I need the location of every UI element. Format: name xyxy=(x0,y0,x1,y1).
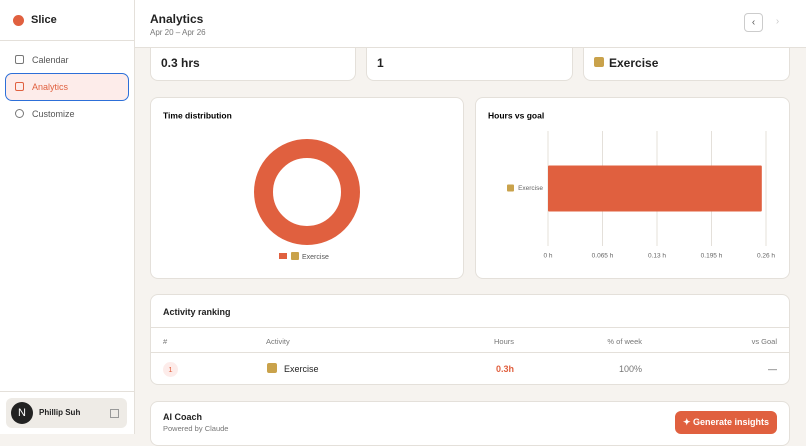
column-header: Hours xyxy=(493,337,514,346)
category-icon xyxy=(507,184,514,192)
avatar: N xyxy=(11,402,33,424)
x-tick-label: 0.13 h xyxy=(648,253,666,260)
activity-name: Exercise xyxy=(284,364,319,374)
column-header: vs Goal xyxy=(751,337,777,346)
column-header: # xyxy=(163,337,168,346)
page-title: Analytics xyxy=(150,12,204,26)
legend-icon xyxy=(291,252,299,260)
percent-cell: 100% xyxy=(618,364,642,374)
nav-item[interactable]: Analytics xyxy=(5,73,129,101)
hours-cell: 0.3h xyxy=(495,364,514,374)
x-tick-label: 0.26 h xyxy=(757,253,775,260)
chart-title: Time distribution xyxy=(163,110,232,120)
legend-label: Exercise xyxy=(302,254,329,261)
nav-label: Calendar xyxy=(32,55,69,65)
card-title: AI Coach xyxy=(163,412,203,422)
divider xyxy=(0,40,134,41)
stat-value: 0.3 hrs xyxy=(161,56,200,70)
header: Analytics Apr 20 – Apr 26 ‹ › xyxy=(135,0,806,48)
legend-swatch xyxy=(279,253,287,259)
nav-item[interactable]: Customize xyxy=(6,101,128,127)
user-name: Phillip Suh xyxy=(39,408,81,417)
column-header: Activity xyxy=(266,337,290,346)
chart-card: Hours vs goal 0 h 0.065 h 0.13 h 0.195 h 0.26… xyxy=(475,97,790,279)
x-tick-label: 0.065 h xyxy=(592,253,614,260)
app-name: Slice xyxy=(31,14,57,26)
bar-chart: Hours vs goal 0 h 0.065 h 0.13 h 0.195 h 0.26… xyxy=(488,110,775,260)
divider xyxy=(0,391,134,392)
donut-chart: Time distribution Exercise xyxy=(163,110,360,261)
x-tick-label: 0 h xyxy=(543,253,552,260)
user-box[interactable]: N Phillip Suh xyxy=(6,398,127,428)
divider xyxy=(151,327,789,328)
nav-label: Customize xyxy=(32,109,75,119)
sidebar: Slice Calendar Analytics Customize N Phi… xyxy=(0,0,135,434)
goal-cell: — xyxy=(768,364,777,374)
column-header: % of week xyxy=(607,337,642,346)
generate-button[interactable]: ✦ Generate insights xyxy=(675,411,777,434)
card-subtitle: Powered by Claude xyxy=(163,424,229,433)
ai-card: AI Coach Powered by Claude ✦ Generate in… xyxy=(150,401,790,446)
ranking-card: Activity ranking # Activity Hours % of w… xyxy=(150,294,790,385)
divider xyxy=(151,352,789,353)
activity-icon xyxy=(267,363,277,373)
donut-segment xyxy=(254,139,360,245)
y-tick-label: Exercise xyxy=(518,185,543,192)
rank-badge: 1 xyxy=(163,362,178,377)
chart-card: Time distribution Exercise xyxy=(150,97,464,279)
bar xyxy=(548,165,762,212)
next-button[interactable]: › xyxy=(775,16,780,27)
x-tick-label: 0.195 h xyxy=(701,253,723,260)
nav-label: Analytics xyxy=(32,82,69,92)
logo xyxy=(13,15,24,26)
nav-item[interactable]: Calendar xyxy=(6,47,128,73)
chart-title: Hours vs goal xyxy=(488,110,544,120)
stat-value: Exercise xyxy=(609,56,659,70)
activity-icon xyxy=(594,57,604,67)
stat-value: 1 xyxy=(377,56,384,70)
logout-icon[interactable] xyxy=(110,409,119,418)
prev-button[interactable]: ‹ xyxy=(744,13,763,32)
date-range: Apr 20 – Apr 26 xyxy=(150,28,206,37)
card-title: Activity ranking xyxy=(163,307,231,317)
